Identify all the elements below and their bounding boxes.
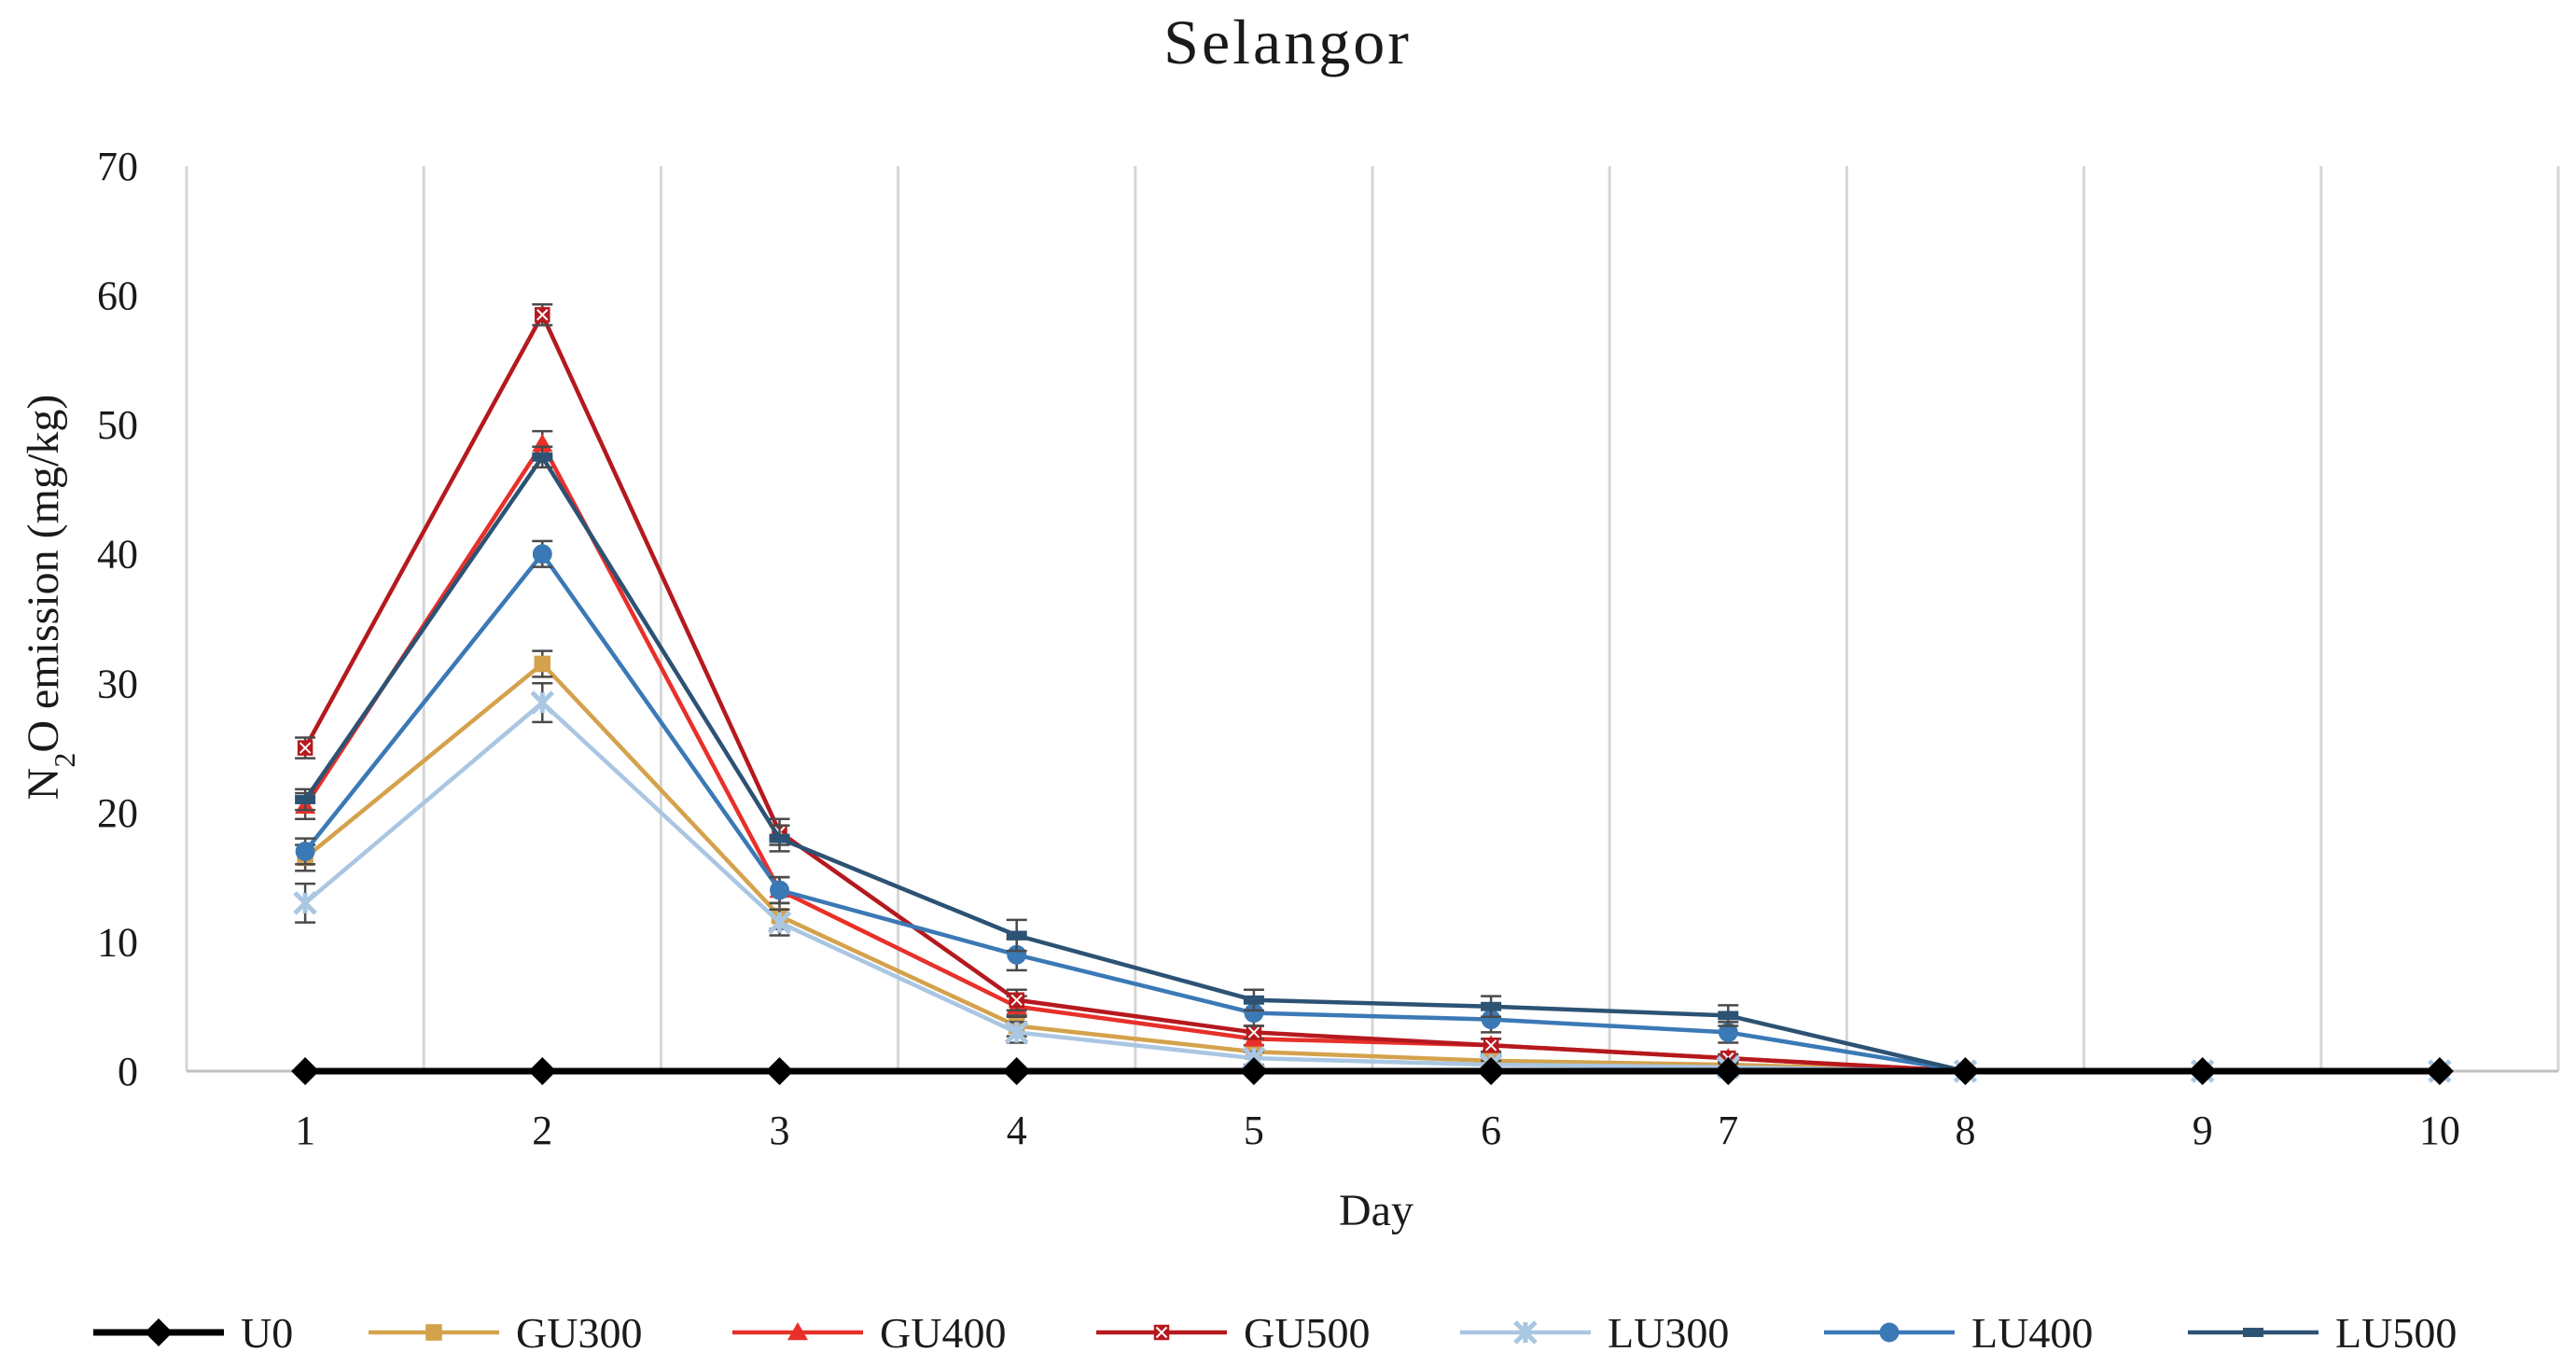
- data-point: [1718, 1022, 1738, 1042]
- legend-swatch-marker: [2243, 1328, 2263, 1337]
- x-tick-label: 6: [1481, 1108, 1501, 1153]
- data-point: [1481, 1001, 1502, 1011]
- data-point: [293, 891, 317, 915]
- legend-item-lu400: LU400: [1824, 1309, 2093, 1357]
- x-tick-label: 9: [2193, 1108, 2213, 1153]
- legend: U0 GU300 GU400 GU500 LU300 LU400 LU500: [93, 1309, 2457, 1357]
- legend-item-gu400: GU400: [732, 1309, 1006, 1357]
- legend-item-u0: U0: [93, 1309, 293, 1357]
- legend-label: LU300: [1608, 1309, 1729, 1357]
- data-point: [291, 1057, 320, 1085]
- marker-cross: [299, 742, 312, 754]
- data-point: [1243, 995, 1264, 1005]
- y-tick-label: 10: [97, 919, 138, 965]
- x-tick-label: 10: [2419, 1108, 2460, 1153]
- legend-swatch-marker: [787, 1322, 808, 1341]
- series-u0: [291, 1057, 2454, 1085]
- data-point: [1714, 1057, 1743, 1085]
- data-point: [532, 544, 552, 565]
- data-point: [530, 690, 555, 715]
- marker-strokes: [767, 910, 792, 935]
- marker-strokes: [1004, 1020, 1029, 1045]
- x-tick-label: 1: [295, 1108, 315, 1153]
- data-point: [1244, 1003, 1264, 1024]
- x-axis-label: Day: [1339, 1186, 1413, 1235]
- series-layer: [291, 303, 2454, 1085]
- data-point: [2425, 1057, 2454, 1085]
- marker-cross: [536, 309, 549, 321]
- data-point: [1009, 992, 1024, 1009]
- grid: [185, 166, 2560, 1071]
- marker-strokes: [293, 891, 317, 915]
- data-point: [1006, 930, 1027, 941]
- legend-label: LU500: [2335, 1309, 2457, 1357]
- x-tick-label: 4: [1007, 1108, 1027, 1153]
- data-point: [1951, 1057, 1980, 1085]
- legend-item-lu300: LU300: [1460, 1309, 1729, 1357]
- data-point: [1481, 1010, 1501, 1030]
- x-tick-label: 3: [770, 1108, 790, 1153]
- marker-cross: [1484, 1039, 1497, 1052]
- data-point: [295, 795, 316, 804]
- y-tick-label: 40: [97, 532, 138, 578]
- legend-swatch-marker: [1879, 1322, 1900, 1343]
- data-point: [532, 452, 553, 462]
- data-point: [1004, 1020, 1029, 1045]
- data-point: [297, 740, 313, 756]
- data-point: [770, 880, 789, 900]
- data-point: [1483, 1038, 1499, 1053]
- legend-swatch-marker: [1153, 1324, 1170, 1341]
- data-point: [1477, 1057, 1506, 1085]
- y-tick-label: 0: [118, 1049, 138, 1094]
- marker-strokes: [530, 690, 555, 715]
- x-tick-label: 2: [532, 1108, 552, 1153]
- legend-item-gu300: GU300: [369, 1309, 642, 1357]
- legend-swatch-marker: [145, 1318, 173, 1346]
- data-point: [1002, 1057, 1031, 1085]
- data-point: [1246, 1024, 1262, 1040]
- y-tick-label: 60: [97, 273, 138, 319]
- y-axis-label-part-1: N: [19, 768, 68, 801]
- y-tick-label: 50: [97, 402, 138, 448]
- x-tick-label: 7: [1718, 1108, 1738, 1153]
- legend-label: LU400: [1971, 1309, 2093, 1357]
- y-axis-label: N2O emission (mg/kg): [19, 395, 81, 801]
- y-axis-label-part-2: O emission (mg/kg): [19, 395, 68, 753]
- data-point: [295, 841, 315, 861]
- legend-item-gu500: GU500: [1096, 1309, 1370, 1357]
- legend-label: GU500: [1244, 1309, 1370, 1357]
- legend-item-lu500: LU500: [2188, 1309, 2457, 1357]
- data-point: [769, 833, 790, 843]
- data-point: [534, 655, 551, 673]
- chart-title: Selangor: [1163, 7, 1412, 77]
- y-tick-label: 30: [97, 661, 138, 706]
- marker-cross: [1247, 1026, 1260, 1038]
- y-axis-label-subscript: 2: [48, 753, 81, 768]
- legend-label: GU300: [516, 1309, 642, 1357]
- data-point: [1718, 1011, 1739, 1021]
- x-tick-label: 5: [1244, 1108, 1264, 1153]
- legend-label: GU400: [880, 1309, 1006, 1357]
- y-tick-label: 20: [97, 790, 138, 836]
- data-point: [2188, 1057, 2217, 1085]
- data-point: [765, 1057, 794, 1085]
- y-tick-label: 70: [97, 144, 138, 189]
- legend-swatch-marker: [1513, 1320, 1538, 1345]
- marker-cross: [1155, 1326, 1168, 1339]
- legend-label: U0: [241, 1309, 293, 1357]
- data-point: [535, 307, 550, 323]
- marker-cross: [1010, 994, 1023, 1006]
- data-point: [767, 910, 792, 935]
- data-point: [528, 1057, 557, 1085]
- legend-swatch-marker: [425, 1324, 442, 1341]
- x-tick-label: 8: [1956, 1108, 1976, 1153]
- data-point: [1239, 1057, 1268, 1085]
- marker-strokes: [1513, 1320, 1538, 1345]
